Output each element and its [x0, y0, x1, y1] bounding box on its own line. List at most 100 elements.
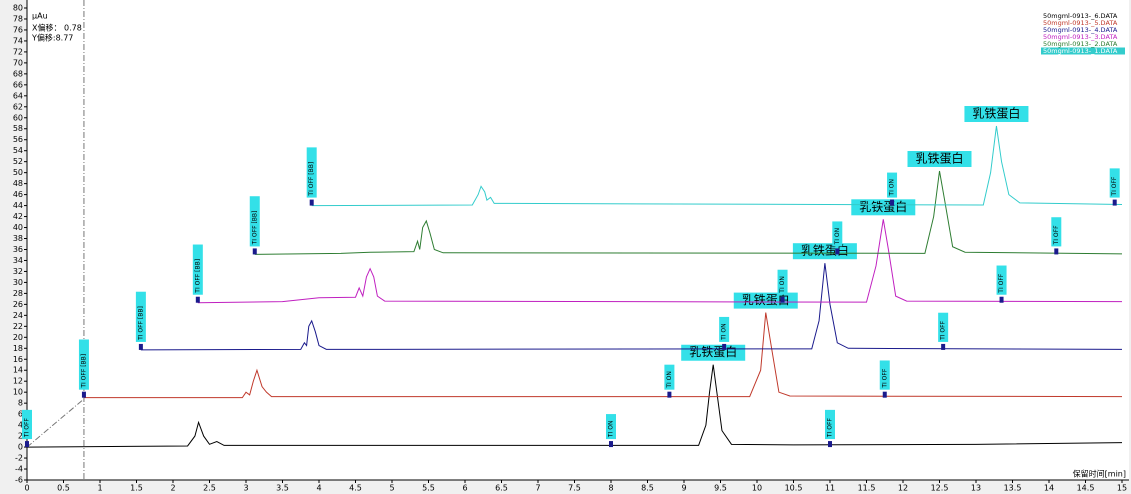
event-label: TI OFF: [881, 368, 888, 389]
y-tick-label: 16: [13, 355, 23, 364]
x-tick-label: 9: [681, 484, 686, 493]
x-tick-label: 7: [535, 484, 540, 493]
event-label: TI OFF: [827, 418, 834, 439]
event-label-group: TI OFF: [825, 409, 835, 440]
event-label-bg: [887, 172, 898, 198]
legend-entry: 50mgml-0913-_5.DATA: [1043, 19, 1118, 27]
event-label-group: TI OFF: [938, 312, 949, 342]
x-tick-label: 10: [752, 484, 762, 493]
legend-entry: 50mgml-0913-_4.DATA: [1043, 26, 1118, 34]
event-label: TI OFF [BB]: [80, 354, 87, 389]
y-unit: μAu: [32, 12, 48, 21]
event-label-group: TI ON: [832, 221, 843, 247]
peak-label-bg: [851, 199, 916, 216]
legend-entry: 50mgml-0913-_1.DATA: [1043, 47, 1118, 55]
series-line: [197, 219, 1123, 304]
y-tick-label: 46: [13, 190, 23, 199]
legend-entry: 50mgml-0913-_2.DATA: [1043, 40, 1118, 48]
y-tick-label: 26: [13, 300, 23, 309]
event-label-bg: [78, 339, 89, 390]
plot-area: [27, 0, 1129, 480]
event-label: TI ON: [721, 323, 728, 341]
event-marker: [780, 296, 785, 303]
event-label: TI OFF [BB]: [308, 162, 315, 197]
x-tick-label: 0: [24, 484, 29, 493]
event-marker: [828, 441, 832, 448]
event-label: TI ON: [779, 276, 786, 294]
y-tick-label: 36: [13, 245, 23, 254]
event-label-group: TI ON: [664, 364, 675, 390]
x-tick-label: 1: [97, 484, 102, 493]
event-label-bg: [938, 312, 949, 342]
legend-entry: 50mgml-0913-_6.DATA: [1043, 12, 1118, 20]
y-tick-label: 74: [13, 36, 23, 45]
y-tick-label: 80: [13, 4, 23, 13]
x-tick-label: 12.5: [931, 484, 949, 493]
event-label: TI OFF: [940, 320, 947, 341]
x-tick-label: 14.5: [1077, 484, 1095, 493]
series-line: [311, 125, 1123, 207]
y-tick-label: 32: [13, 267, 23, 276]
y-offset-label: Y偏移:8.77: [31, 33, 73, 43]
event-label: TI OFF: [24, 418, 31, 439]
event-label-group: TI ON: [719, 316, 730, 342]
event-label-bg: [135, 291, 146, 342]
event-label-bg: [996, 265, 1007, 295]
peak-label-bg: [907, 151, 972, 168]
y-tick-label: 2: [18, 432, 23, 441]
event-marker: [882, 391, 887, 398]
event-marker: [1112, 199, 1117, 206]
event-marker: [890, 199, 895, 206]
event-marker: [1054, 248, 1059, 255]
y-tick-label: 42: [13, 212, 23, 221]
peak-label-bg: [792, 243, 857, 260]
y-tick-label: 54: [13, 146, 23, 155]
x-tick-label: 8.5: [641, 484, 654, 493]
event-label: TI OFF: [1053, 225, 1060, 246]
y-tick-label: 44: [13, 201, 23, 210]
event-marker: [722, 343, 727, 350]
x-tick-label: 1.5: [130, 484, 143, 493]
y-tick-label: 72: [13, 47, 23, 56]
event-label-group: TI OFF: [1051, 217, 1062, 247]
y-tick-label: 68: [13, 69, 23, 78]
event-marker: [138, 343, 143, 350]
event-label-group: TI OFF: [879, 360, 890, 390]
y-tick-label: 64: [13, 91, 23, 100]
y-tick-label: 34: [13, 256, 23, 265]
event-label-bg: [664, 364, 675, 390]
y-tick-label: 24: [13, 311, 23, 320]
x-tick-label: 2.5: [203, 484, 216, 493]
event-marker: [941, 343, 946, 350]
event-label-bg: [777, 269, 788, 295]
event-label: TI ON: [608, 421, 615, 439]
y-tick-label: 48: [13, 179, 23, 188]
x-tick-label: 4.5: [349, 484, 362, 493]
y-tick-label: 14: [13, 366, 23, 375]
y-tick-label: 60: [13, 113, 23, 122]
event-marker: [25, 441, 29, 448]
y-tick-label: 56: [13, 135, 23, 144]
peak-label-bg: [733, 292, 798, 309]
event-label-bg: [22, 409, 32, 440]
event-label-group: TI ON: [777, 269, 788, 295]
event-label: TI OFF [BB]: [251, 211, 258, 246]
x-tick-label: 4: [316, 484, 321, 493]
event-label-group: TI OFF [BB]: [306, 147, 317, 198]
offset-guide: [26, 398, 85, 448]
series-line: [83, 312, 1123, 399]
y-tick-label: 12: [13, 377, 23, 386]
y-tick-label: 78: [13, 14, 23, 23]
x-tick-label: 8: [608, 484, 613, 493]
peak-label: 乳铁蛋白: [915, 151, 963, 166]
y-tick-label: 50: [13, 168, 23, 177]
x-axis-title: 保留时间[min]: [1073, 469, 1126, 479]
event-label-bg: [306, 147, 317, 198]
x-tick-label: 3: [243, 484, 248, 493]
event-label-bg: [606, 414, 616, 440]
y-tick-label: 66: [13, 80, 23, 89]
x-tick-label: 7.5: [568, 484, 581, 493]
peak-label: 乳铁蛋白: [972, 106, 1020, 121]
x-tick-label: 11: [825, 484, 835, 493]
